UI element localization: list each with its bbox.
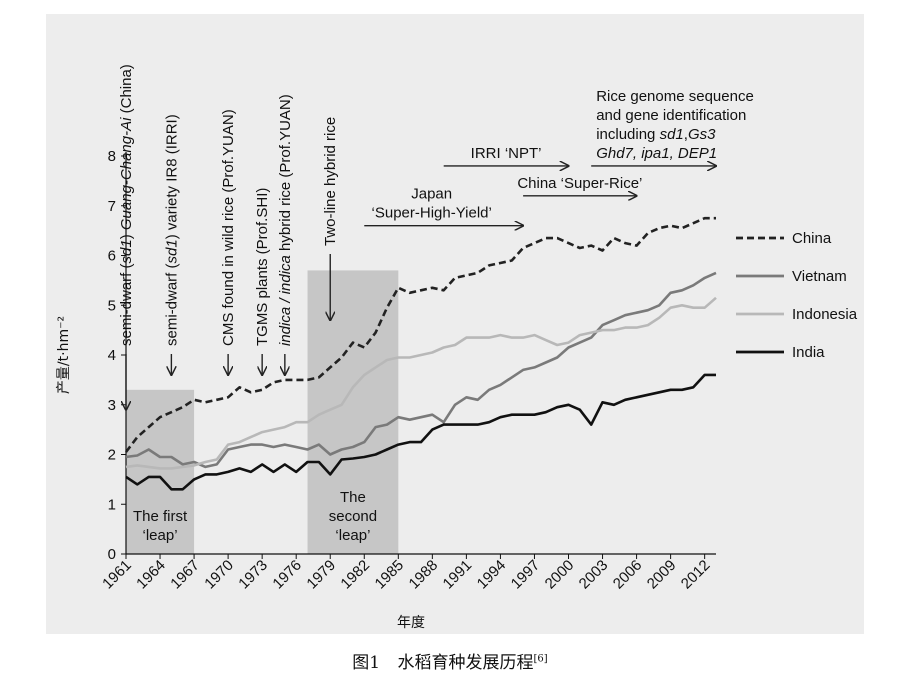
series-line-vietnam: [125, 271, 717, 469]
x-tick-label-1991: 1991: [440, 557, 476, 593]
x-tick-label-2009: 2009: [644, 557, 680, 593]
legend-label-india: India: [792, 344, 825, 361]
vertical-annotation-4: TGMS plants (Prof.SHI): [254, 188, 271, 346]
y-tick-label-5: 5: [108, 297, 116, 314]
caption-label: 图1: [352, 653, 381, 673]
caption-text: 水稻育种发展历程: [397, 653, 534, 673]
horizontal-annotation-2-line-1: IRRI ‘NPT’: [471, 145, 542, 162]
vertical-annotation-5: indica / indica hybrid rice (Prof.YUAN): [277, 94, 294, 346]
leap-label-2-line-2: second: [329, 508, 377, 525]
x-tick-label-1979: 1979: [303, 557, 339, 593]
y-tick-label-6: 6: [108, 248, 116, 265]
horizontal-annotation-4-line-3: including sd1,Gs3: [596, 126, 716, 143]
horizontal-annotation-4-line-4: Ghd7, ipa1, DEP1: [596, 145, 717, 162]
x-tick-label-1988: 1988: [406, 557, 442, 593]
horizontal-annotation-4-line-1: Rice genome sequence: [596, 88, 754, 105]
leap-label-2-line-3: ‘leap’: [335, 527, 370, 544]
rice-yield-chart: The first ‘leap’ The second ‘leap’ 0 1 2 3 4 5 6 7 8 1…: [56, 64, 858, 631]
x-tick-label-1964: 1964: [133, 557, 169, 593]
caption-ref: [6]: [533, 653, 548, 665]
legend-label-vietnam: Vietnam: [792, 268, 847, 285]
x-tick-label-1982: 1982: [337, 557, 373, 593]
x-tick-label-2000: 2000: [542, 557, 578, 593]
x-tick-label-2012: 2012: [678, 557, 714, 593]
y-tick-label-3: 3: [108, 397, 116, 414]
x-tick-label-1967: 1967: [167, 557, 203, 593]
series-line-indonesia: [125, 296, 717, 470]
horizontal-annotation-3-line-1: China ‘Super-Rice’: [517, 175, 642, 192]
y-axis-title: 产量/t·hm⁻²: [56, 316, 72, 394]
y-tick-label-4: 4: [108, 347, 116, 364]
x-tick-label-1994: 1994: [474, 557, 510, 593]
y-tick-label-7: 7: [108, 198, 116, 215]
x-axis-title: 年度: [397, 615, 425, 631]
x-tick-label-1961: 1961: [99, 557, 135, 593]
vertical-annotation-1: semi-dwarf (sd1) Guang-Chang-Ai (China): [118, 64, 135, 346]
horizontal-annotation-1-line-2: ‘Super-High-Yield’: [372, 205, 492, 222]
vertical-annotation-2: semi-dwarf (sd1) variety IR8 (IRRI): [163, 114, 180, 346]
leap-label-1-line-2: ‘leap’: [143, 527, 178, 544]
x-tick-label-1976: 1976: [269, 557, 305, 593]
x-tick-label-2006: 2006: [610, 557, 646, 593]
y-tick-label-1: 1: [108, 496, 116, 513]
y-tick-label-2: 2: [108, 447, 116, 464]
horizontal-annotation-1-line-1: Japan: [411, 186, 452, 203]
vertical-annotation-6: Two-line hybrid rice: [322, 117, 339, 246]
leap-label-1-line-1: The first: [133, 508, 188, 525]
leap-label-2-line-1: The: [340, 489, 366, 506]
y-tick-label-8: 8: [108, 148, 116, 165]
x-tick-label-1985: 1985: [372, 557, 408, 593]
vertical-annotation-3: CMS found in wild rice (Prof.YUAN): [220, 109, 237, 346]
y-tick-label-0: 0: [108, 546, 116, 563]
horizontal-annotation-4-line-2: and gene identification: [596, 107, 746, 124]
series-line-india: [125, 373, 716, 491]
series-line-china: [124, 216, 716, 453]
x-tick-label-1970: 1970: [201, 557, 237, 593]
figure-caption: 图1 水稻育种发展历程[6]: [0, 648, 900, 673]
x-tick-label-1973: 1973: [235, 557, 271, 593]
chart-panel: The first ‘leap’ The second ‘leap’ 0 1 2 3 4 5 6 7 8 1…: [46, 14, 864, 634]
x-tick-label-1997: 1997: [508, 557, 544, 593]
legend-label-china: China: [792, 230, 832, 247]
legend-label-indonesia: Indonesia: [792, 306, 858, 323]
x-tick-label-2003: 2003: [576, 557, 612, 593]
